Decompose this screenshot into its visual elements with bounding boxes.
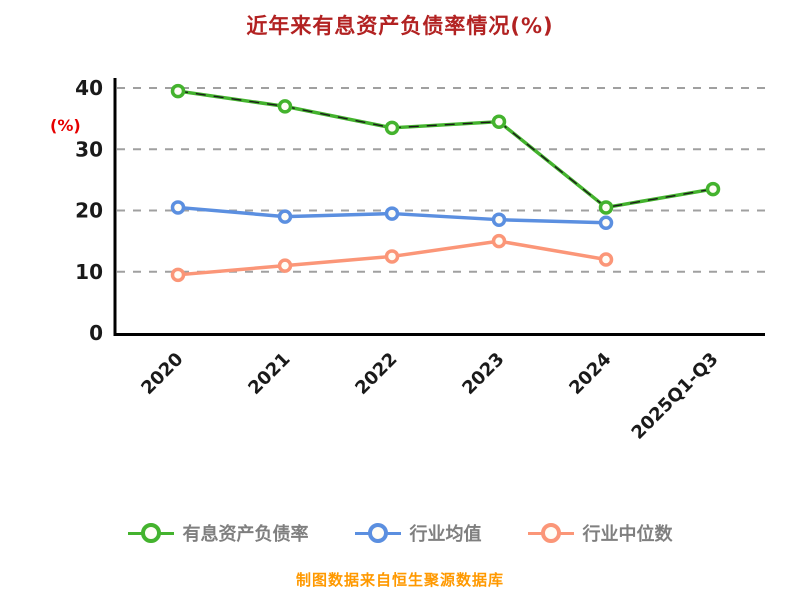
- x-tick-label: 2025Q1-Q3: [628, 349, 723, 444]
- line-circle-marker-icon: [354, 522, 401, 544]
- legend-label: 行业中位数: [582, 524, 673, 545]
- data-source-note: 制图数据来自恒生聚源数据库: [295, 571, 504, 589]
- y-tick-label: 30: [75, 137, 103, 161]
- line-circle-marker-icon: [127, 522, 174, 544]
- legend-item-interest-bearing-ratio: 有息资产负债率: [127, 520, 309, 546]
- legend-item-industry-median: 行业中位数: [527, 520, 673, 546]
- data-point-marker: [170, 83, 186, 99]
- data-point-marker: [170, 200, 186, 215]
- legend-item-industry-average: 行业均值: [354, 520, 482, 546]
- legend-circle: [540, 523, 561, 543]
- data-point-marker: [598, 200, 614, 215]
- data-point-marker: [598, 215, 614, 230]
- x-tick-label: 2021: [244, 349, 294, 399]
- data-point-marker: [170, 267, 186, 283]
- data-point-marker: [277, 258, 293, 273]
- x-tick-label: 2023: [458, 349, 508, 399]
- y-axis-label: (%): [50, 116, 81, 135]
- data-point-marker: [384, 249, 400, 264]
- legend-label: 行业均值: [409, 524, 482, 545]
- y-tick-label: 10: [75, 260, 103, 284]
- data-point-marker: [491, 212, 507, 227]
- legend-circle: [140, 523, 161, 543]
- data-point-marker: [277, 209, 293, 224]
- data-point-marker: [384, 206, 400, 221]
- x-tick-label: 2024: [565, 349, 615, 399]
- legend-circle: [367, 523, 388, 543]
- chart-title: 近年来有息资产负债率情况(%): [246, 14, 554, 38]
- x-tick-label: 2022: [351, 349, 401, 399]
- series-dashed-overlay: [177, 90, 714, 209]
- x-tick-label: 2020: [137, 349, 187, 399]
- y-tick-label: 20: [75, 199, 103, 223]
- legend: 有息资产负债率 行业均值 行业中位数: [0, 520, 800, 546]
- data-point-marker: [598, 252, 614, 267]
- line-circle-marker-icon: [527, 522, 574, 544]
- data-point-marker: [491, 233, 507, 249]
- plot-area: 0 10 20 30 40 2020 2021 2022 2023 2024 2025Q1-Q3: [75, 76, 765, 444]
- data-point-marker: [384, 120, 400, 136]
- y-tick-label: 0: [89, 321, 103, 345]
- data-point-marker: [491, 114, 507, 129]
- data-point-marker: [277, 99, 293, 114]
- legend-label: 有息资产负债率: [182, 524, 309, 545]
- y-tick-label: 40: [75, 76, 103, 100]
- data-point-marker: [705, 181, 721, 197]
